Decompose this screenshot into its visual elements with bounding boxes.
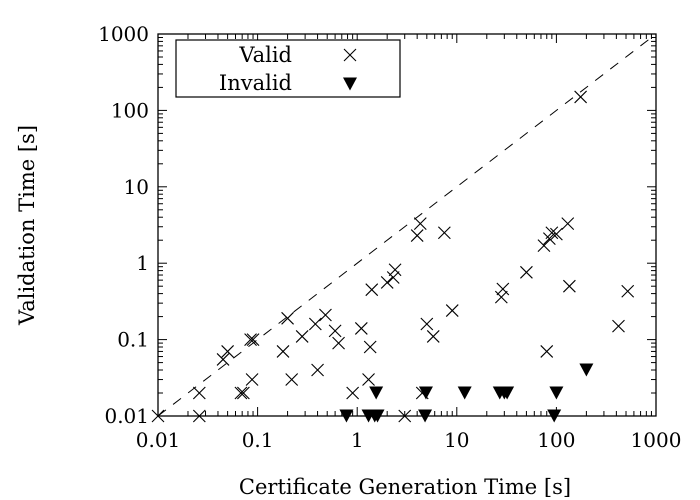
x-tick-label: 10: [444, 428, 469, 452]
valid-point: [426, 330, 440, 343]
valid-point: [151, 409, 165, 423]
valid-point: [494, 290, 508, 304]
valid-point: [276, 345, 290, 358]
y-tick-label: 100: [111, 98, 149, 122]
valid-point: [380, 276, 394, 289]
valid-point: [437, 226, 451, 240]
invalid-point: [418, 409, 433, 423]
valid-point: [362, 373, 375, 386]
legend-marker-valid: [343, 48, 357, 62]
invalid-point: [369, 386, 384, 400]
x-tick-label: 100: [537, 428, 575, 452]
valid-point: [520, 265, 533, 279]
valid-point: [398, 409, 412, 423]
valid-point: [410, 229, 424, 242]
x-tick-label: 0.1: [242, 428, 274, 452]
valid-point: [328, 324, 342, 338]
valid-point: [245, 373, 259, 386]
valid-point: [192, 409, 206, 423]
valid-point: [574, 90, 587, 104]
valid-point: [192, 386, 206, 400]
y-tick-label: 1000: [98, 22, 149, 46]
valid-point: [561, 217, 575, 230]
invalid-point: [370, 409, 385, 423]
valid-point: [496, 282, 510, 296]
valid-point: [612, 319, 625, 333]
valid-point: [216, 353, 230, 366]
valid-point: [363, 340, 377, 354]
valid-point: [311, 363, 324, 377]
valid-point: [234, 386, 248, 400]
legend-label-invalid: Invalid: [219, 71, 292, 95]
valid-point: [237, 386, 250, 400]
valid-point: [295, 330, 309, 343]
legend: Valid Invalid: [175, 39, 401, 98]
reference-line: [157, 33, 657, 417]
valid-point: [621, 284, 635, 298]
y-tick-label: 1: [136, 251, 149, 275]
valid-point: [420, 317, 434, 331]
valid-point: [346, 386, 360, 400]
valid-point: [386, 271, 400, 284]
invalid-point: [457, 386, 472, 400]
invalid-point: [418, 386, 433, 400]
valid-point: [244, 333, 257, 346]
valid-point: [537, 239, 551, 252]
valid-point: [388, 263, 402, 277]
plot-frame: [157, 33, 657, 417]
valid-point: [308, 317, 322, 331]
y-axis-label: Validation Time [s]: [15, 125, 39, 326]
valid-point: [550, 227, 563, 241]
invalid-point: [549, 386, 564, 400]
valid-point: [221, 345, 235, 358]
valid-point: [445, 304, 459, 317]
valid-point: [562, 279, 576, 293]
legend-marker-invalid: [343, 77, 357, 91]
x-axis-label: Certificate Generation Time [s]: [239, 475, 571, 499]
x-tick-label: 1: [351, 428, 364, 452]
valid-point: [545, 226, 559, 240]
reference-line-y-equals-x: [157, 33, 657, 417]
valid-point: [332, 336, 345, 350]
y-tick-label: 0.1: [117, 328, 149, 352]
y-tick-label: 0.01: [104, 404, 149, 428]
valid-point: [285, 373, 299, 386]
valid-point: [365, 283, 379, 297]
invalid-point: [547, 409, 562, 423]
invalid-point: [500, 386, 515, 400]
valid-point: [540, 345, 554, 358]
y-tick-label: 10: [124, 175, 149, 199]
data-marks: [151, 90, 635, 423]
valid-point: [281, 311, 294, 325]
valid-point: [354, 322, 368, 335]
invalid-point: [339, 409, 354, 423]
invalid-point: [579, 363, 594, 377]
x-tick-label: 0.01: [136, 428, 181, 452]
valid-point: [246, 333, 260, 346]
valid-point: [319, 308, 332, 322]
axis-ticks: 0.01 0.1 1 10 100 1000 0.01 0.1 1 10 100 1000: [98, 22, 681, 452]
valid-point: [413, 217, 427, 230]
x-tick-label: 1000: [631, 428, 682, 452]
legend-label-valid: Valid: [238, 43, 292, 67]
legend-box: [175, 39, 401, 98]
